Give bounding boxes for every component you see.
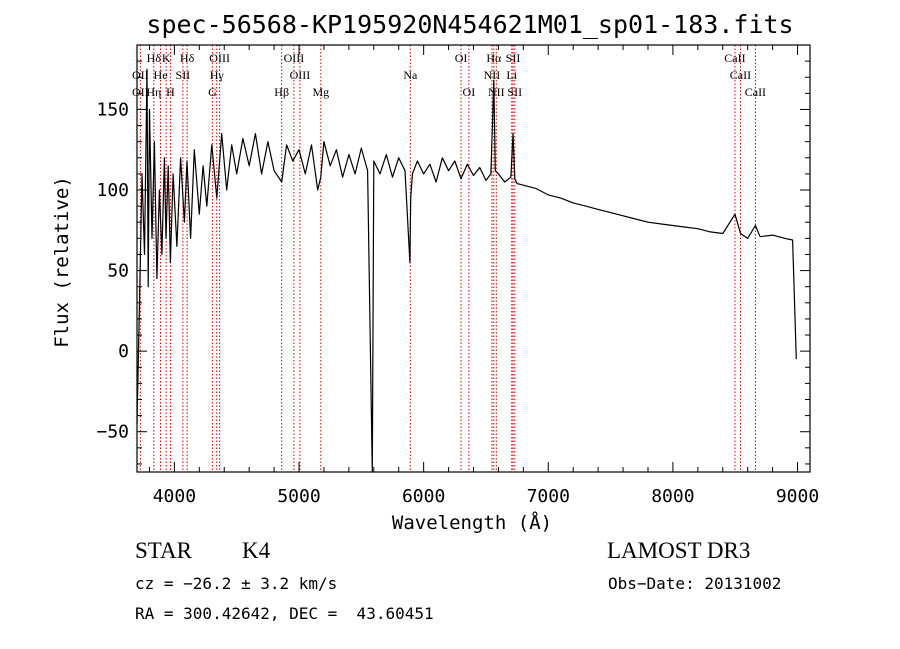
line-label: CaII: [724, 51, 745, 65]
line-label: Hγ: [210, 68, 225, 82]
spectral-line-markers: [139, 45, 756, 472]
x-tick-label: 8000: [651, 486, 694, 507]
object-class: STAR: [135, 538, 192, 563]
line-label: Na: [403, 68, 418, 82]
y-tick-label: −50: [96, 422, 129, 443]
x-axis-label: Wavelength (Å): [392, 511, 552, 534]
line-label: Hδ: [180, 51, 195, 65]
x-tick-label: 4000: [153, 486, 196, 507]
chart-title: spec-56568-KP195920N454621M01_sp01-183.f…: [146, 10, 793, 39]
observation-date: Obs−Date: 20131002: [608, 574, 782, 593]
line-label: Mg: [312, 85, 329, 99]
line-label: OIII: [209, 51, 230, 65]
line-label: He: [154, 68, 168, 82]
y-tick-label: 100: [96, 180, 129, 201]
line-label: Hη: [146, 85, 161, 99]
line-label: OIII: [284, 51, 305, 65]
line-label: G: [208, 85, 217, 99]
line-label: CaII: [730, 68, 751, 82]
line-label: NII: [488, 85, 505, 99]
line-label: H: [166, 85, 175, 99]
line-label: CaII: [745, 85, 766, 99]
y-tick-label: 0: [118, 341, 129, 362]
x-tick-label: 6000: [402, 486, 445, 507]
x-tick-label: 9000: [776, 486, 819, 507]
redshift-readout: cz = −26.2 ± 3.2 km/s: [135, 574, 338, 593]
x-tick-label: 5000: [277, 486, 320, 507]
survey-name: LAMOST DR3: [607, 538, 751, 563]
line-label: OI: [455, 51, 468, 65]
plot-frame: [136, 44, 811, 473]
line-label: OIII: [290, 68, 311, 82]
x-axis: 4000 5000 6000 7000 8000 9000: [148, 45, 819, 507]
line-label: NII: [484, 68, 501, 82]
line-label: SII: [506, 51, 521, 65]
line-label: OII: [132, 68, 149, 82]
coordinates-readout: RA = 300.42642, DEC = 43.60451: [135, 604, 434, 623]
line-label: Hδ: [147, 51, 162, 65]
line-label: Hα: [486, 51, 502, 65]
line-label: SII: [507, 85, 522, 99]
line-label: OI: [463, 85, 476, 99]
spectrum-line: [136, 68, 797, 473]
y-axis-label: Flux (relative): [51, 176, 73, 348]
line-label: SII: [176, 68, 191, 82]
line-label: K: [162, 51, 171, 65]
x-tick-label: 7000: [527, 486, 570, 507]
line-label: Hβ: [274, 85, 289, 99]
object-subclass: K4: [242, 538, 271, 563]
y-tick-label: 50: [107, 261, 129, 282]
line-label: Li: [506, 68, 517, 82]
line-label: OII: [132, 85, 149, 99]
y-axis: −50 0 50 100 150: [96, 60, 810, 465]
y-tick-label: 150: [96, 99, 129, 120]
